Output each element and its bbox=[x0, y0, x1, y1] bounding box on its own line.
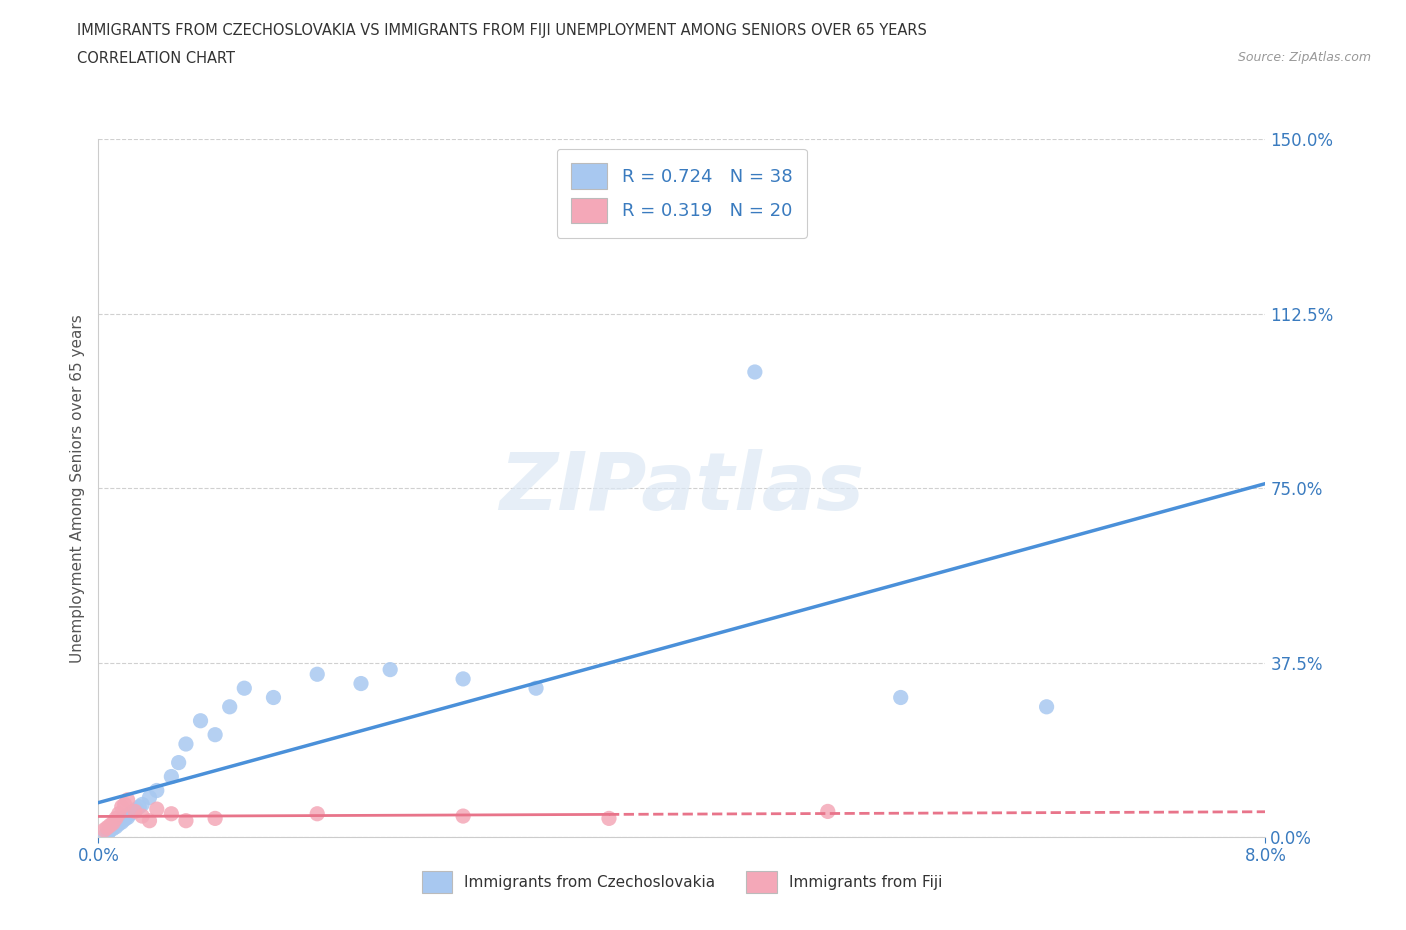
Point bbox=[307, 806, 329, 821]
Point bbox=[138, 790, 160, 804]
Point bbox=[97, 825, 120, 840]
Text: Source: ZipAtlas.com: Source: ZipAtlas.com bbox=[1237, 51, 1371, 64]
Point bbox=[93, 823, 115, 837]
Point bbox=[122, 804, 145, 819]
Point bbox=[167, 755, 190, 770]
Point bbox=[174, 737, 197, 751]
Point bbox=[120, 806, 142, 821]
Point bbox=[204, 727, 226, 742]
Point bbox=[233, 681, 256, 696]
Point bbox=[104, 819, 127, 834]
Point bbox=[190, 713, 212, 728]
Point bbox=[131, 797, 153, 812]
Text: IMMIGRANTS FROM CZECHOSLOVAKIA VS IMMIGRANTS FROM FIJI UNEMPLOYMENT AMONG SENIOR: IMMIGRANTS FROM CZECHOSLOVAKIA VS IMMIGR… bbox=[77, 23, 927, 38]
Point bbox=[103, 818, 125, 833]
Y-axis label: Unemployment Among Seniors over 65 years: Unemployment Among Seniors over 65 years bbox=[69, 314, 84, 662]
Point bbox=[117, 792, 139, 807]
Point bbox=[744, 365, 766, 379]
Point bbox=[98, 823, 121, 837]
Point bbox=[111, 815, 134, 830]
Point bbox=[218, 699, 240, 714]
Point bbox=[890, 690, 912, 705]
Point bbox=[101, 816, 124, 830]
Point bbox=[204, 811, 226, 826]
Point bbox=[101, 821, 124, 836]
Point bbox=[307, 667, 329, 682]
Point bbox=[138, 813, 160, 829]
Point bbox=[146, 783, 169, 798]
Point bbox=[96, 820, 118, 835]
Point bbox=[124, 804, 146, 819]
Point bbox=[110, 813, 132, 829]
Point bbox=[378, 662, 402, 677]
Text: ZIPatlas: ZIPatlas bbox=[499, 449, 865, 527]
Point bbox=[262, 690, 284, 705]
Point bbox=[114, 812, 136, 827]
Text: CORRELATION CHART: CORRELATION CHART bbox=[77, 51, 235, 66]
Point bbox=[98, 818, 121, 833]
Point bbox=[131, 809, 153, 824]
Point bbox=[160, 806, 183, 821]
Point bbox=[108, 817, 131, 831]
Point bbox=[115, 809, 138, 824]
Point bbox=[94, 828, 117, 843]
Legend: Immigrants from Czechoslovakia, Immigrants from Fiji: Immigrants from Czechoslovakia, Immigran… bbox=[416, 865, 948, 899]
Point bbox=[125, 802, 148, 817]
Point bbox=[128, 799, 150, 815]
Point bbox=[100, 820, 122, 835]
Point bbox=[146, 802, 169, 817]
Point bbox=[350, 676, 373, 691]
Point bbox=[108, 806, 131, 821]
Point bbox=[174, 813, 197, 829]
Point bbox=[104, 811, 127, 826]
Point bbox=[160, 769, 183, 784]
Point bbox=[105, 816, 128, 830]
Point bbox=[111, 799, 134, 815]
Point bbox=[112, 811, 135, 826]
Point bbox=[117, 810, 139, 825]
Point bbox=[451, 671, 474, 686]
Point bbox=[817, 804, 839, 819]
Point bbox=[451, 809, 474, 824]
Point bbox=[598, 811, 620, 826]
Point bbox=[1035, 699, 1057, 714]
Point bbox=[524, 681, 547, 696]
Point bbox=[114, 797, 136, 812]
